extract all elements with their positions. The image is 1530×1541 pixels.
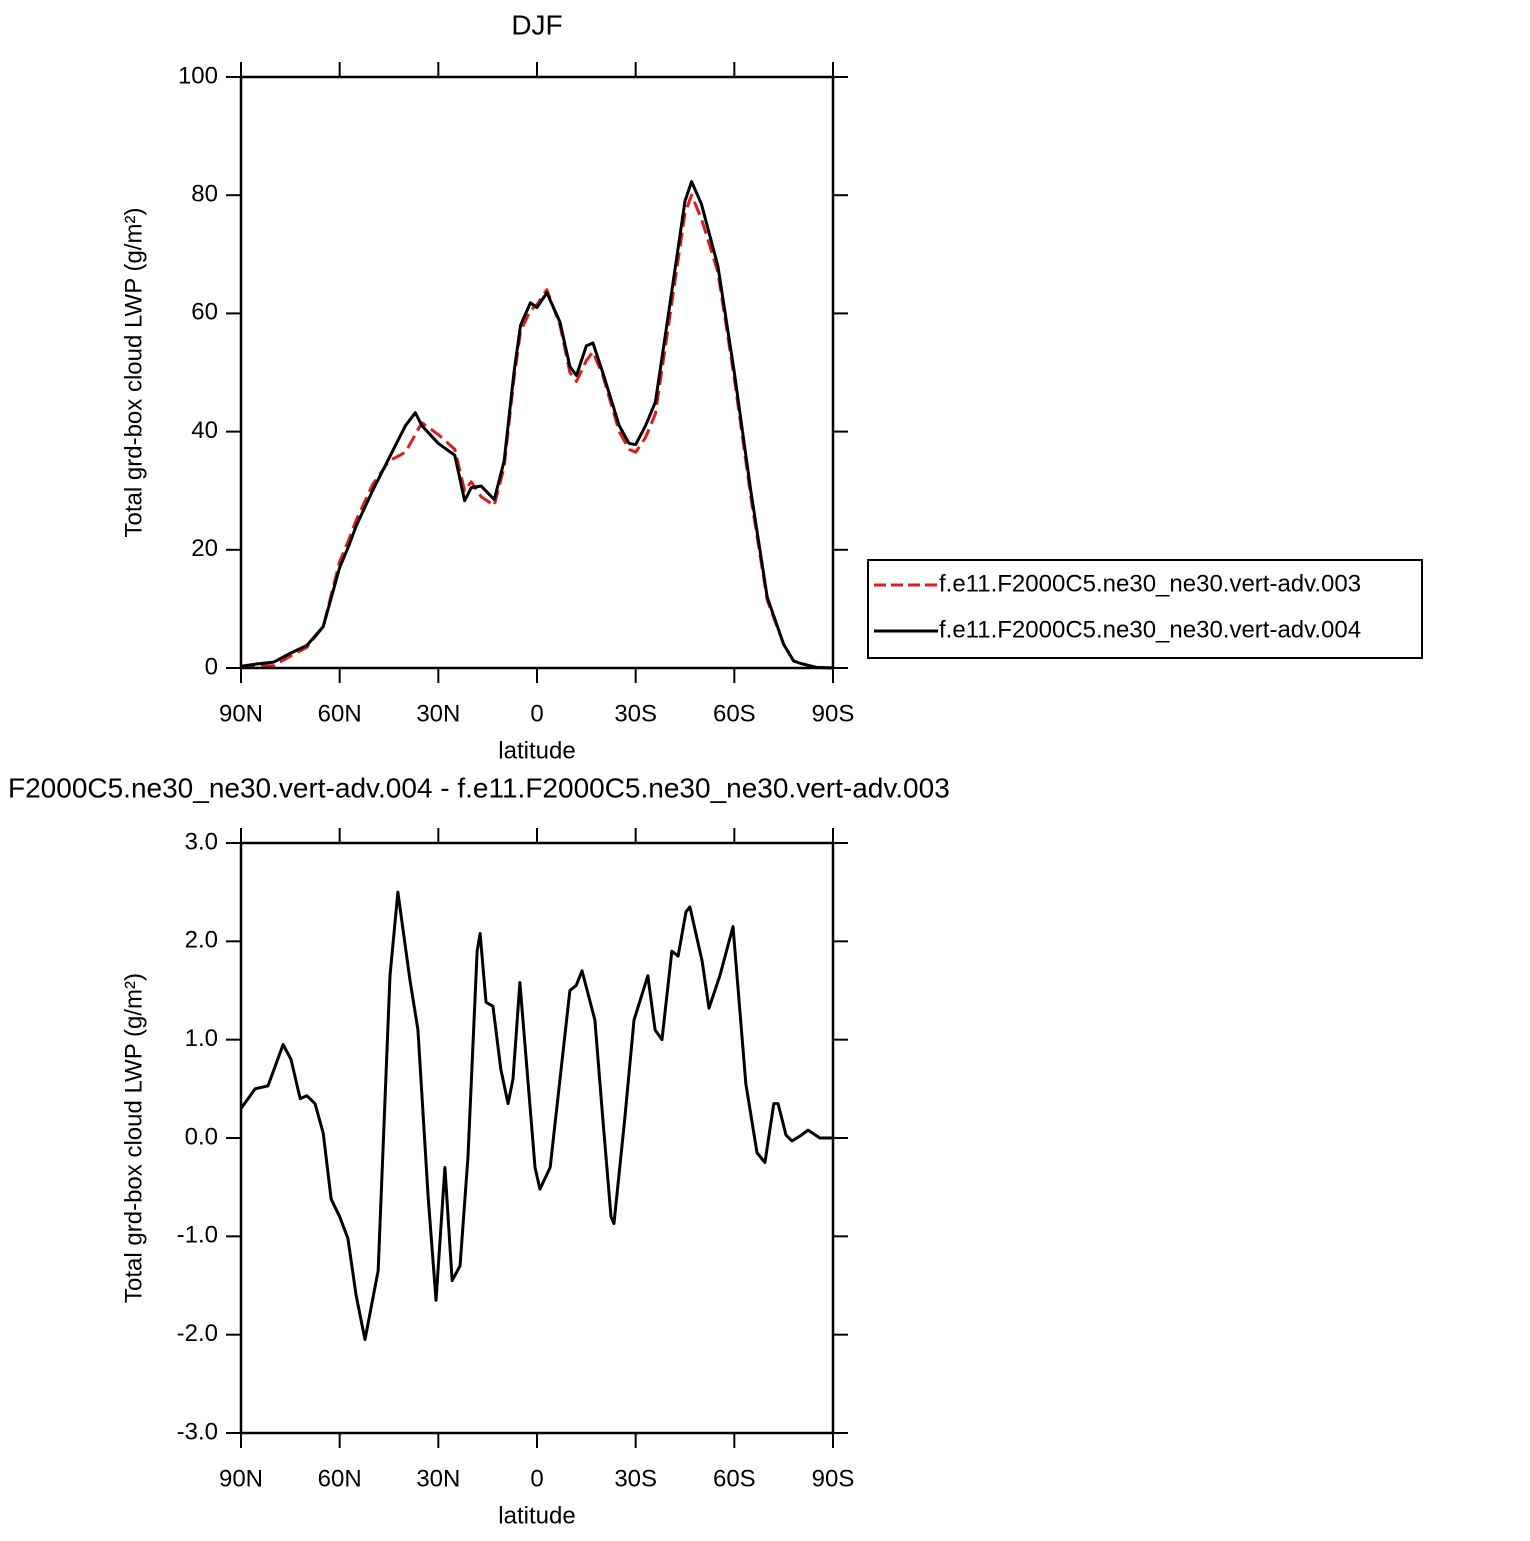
y-tick-label: 0 — [205, 653, 218, 680]
x-tick-label: 30N — [416, 700, 460, 727]
data-line — [240, 193, 834, 670]
x-tick-label: 30S — [614, 700, 657, 727]
x-axis-label: latitude — [498, 1502, 575, 1529]
plot-frame — [239, 75, 835, 670]
y-tick-label: 60 — [191, 299, 218, 326]
y-tick-label: 0.0 — [185, 1123, 218, 1150]
y-axis-label: Total grd-box cloud LWP (g/m²) — [120, 973, 147, 1303]
data-line — [240, 180, 834, 670]
y-tick-label: 20 — [191, 535, 218, 562]
x-tick-label: 90N — [219, 700, 263, 727]
y-tick-label: 40 — [191, 417, 218, 444]
data-line — [239, 890, 833, 1342]
x-tick-label: 60N — [318, 700, 362, 727]
legend-label: f.e11.F2000C5.ne30_ne30.vert-adv.004 — [939, 616, 1361, 643]
chart-title: DJF — [511, 9, 562, 40]
x-axis-label: latitude — [498, 737, 575, 764]
y-tick-label: 100 — [178, 62, 218, 89]
x-tick-label: 60S — [713, 1465, 756, 1492]
y-tick-label: 2.0 — [185, 927, 218, 954]
legend-label: f.e11.F2000C5.ne30_ne30.vert-adv.003 — [939, 570, 1361, 597]
y-tick-label: 1.0 — [185, 1025, 218, 1052]
x-tick-label: 0 — [530, 700, 543, 727]
y-tick-label: -1.0 — [177, 1222, 218, 1249]
chart-title: F2000C5.ne30_ne30.vert-adv.004 - f.e11.F… — [8, 772, 950, 803]
legend-box — [867, 559, 1423, 659]
x-tick-label: 0 — [530, 1465, 543, 1492]
x-tick-label: 60S — [713, 700, 756, 727]
x-tick-label: 30N — [416, 1465, 460, 1492]
y-axis-label: Total grd-box cloud LWP (g/m²) — [120, 208, 147, 538]
plot-frame — [239, 841, 835, 1435]
x-tick-label: 60N — [318, 1465, 362, 1492]
y-tick-label: -3.0 — [177, 1418, 218, 1445]
x-tick-label: 90S — [812, 1465, 855, 1492]
x-tick-label: 90N — [219, 1465, 263, 1492]
y-tick-label: 80 — [191, 181, 218, 208]
y-tick-label: 3.0 — [185, 828, 218, 855]
x-tick-label: 90S — [812, 700, 855, 727]
x-tick-label: 30S — [614, 1465, 657, 1492]
y-tick-label: -2.0 — [177, 1320, 218, 1347]
